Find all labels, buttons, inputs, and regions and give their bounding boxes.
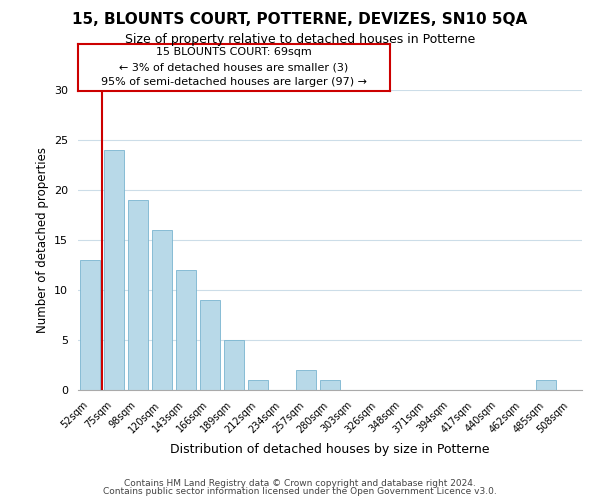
Bar (104, 150, 124, 390)
Text: 15, BLOUNTS COURT, POTTERNE, DEVIZES, SN10 5QA: 15, BLOUNTS COURT, POTTERNE, DEVIZES, SN… (73, 12, 527, 28)
Text: Contains HM Land Registry data © Crown copyright and database right 2024.: Contains HM Land Registry data © Crown c… (124, 478, 476, 488)
Bar (176, 270, 196, 390)
Text: Contains public sector information licensed under the Open Government Licence v3: Contains public sector information licen… (103, 487, 497, 496)
X-axis label: Distribution of detached houses by size in Potterne: Distribution of detached houses by size … (170, 443, 490, 456)
Bar (128, 200, 148, 390)
Bar (200, 300, 220, 390)
Bar (248, 380, 268, 390)
Text: 15 BLOUNTS COURT: 69sqm
← 3% of detached houses are smaller (3)
95% of semi-deta: 15 BLOUNTS COURT: 69sqm ← 3% of detached… (101, 48, 367, 87)
Bar (320, 380, 340, 390)
Bar (80, 260, 100, 390)
Text: Size of property relative to detached houses in Potterne: Size of property relative to detached ho… (125, 32, 475, 46)
Bar (224, 340, 244, 390)
Bar (536, 380, 556, 390)
Bar (296, 370, 316, 390)
Y-axis label: Number of detached properties: Number of detached properties (35, 147, 49, 333)
Bar (152, 230, 172, 390)
